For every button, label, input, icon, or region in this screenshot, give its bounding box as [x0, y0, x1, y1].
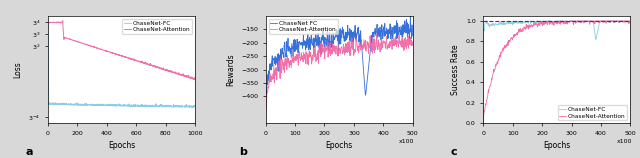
ChaseNet FC	[405, 28, 413, 30]
ChaseNet-Attention	[623, 21, 630, 23]
ChaseNet-FC	[161, 106, 169, 108]
ChaseNet-FC	[627, 22, 634, 24]
ChaseNet-Attention	[145, 64, 153, 66]
Text: b: b	[239, 147, 247, 158]
ChaseNet-Attention	[104, 50, 111, 52]
ChaseNet-FC	[559, 20, 567, 22]
ChaseNet-Attention	[550, 22, 557, 24]
ChaseNet-FC	[600, 20, 608, 22]
ChaseNet-FC	[44, 22, 52, 24]
ChaseNet-Attention	[332, 45, 339, 47]
ChaseNet-Attention	[559, 22, 567, 24]
ChaseNet FC	[382, 31, 390, 33]
Text: x100: x100	[399, 139, 414, 144]
ChaseNet-FC	[159, 104, 166, 106]
X-axis label: Epochs: Epochs	[543, 141, 570, 150]
ChaseNet-Attention	[332, 52, 340, 54]
ChaseNet FC	[332, 28, 340, 30]
ChaseNet-FC	[567, 20, 575, 22]
Line: ChaseNet-FC: ChaseNet-FC	[483, 21, 630, 123]
ChaseNet-Attention	[349, 41, 357, 43]
ChaseNet-Attention	[44, 22, 52, 24]
ChaseNet FC	[408, 35, 416, 37]
ChaseNet-Attention	[191, 78, 199, 79]
Legend: ChaseNet FC, ChaseNet-Attention: ChaseNet FC, ChaseNet-Attention	[269, 19, 339, 33]
ChaseNet-Attention	[567, 20, 575, 22]
ChaseNet-Attention	[537, 20, 545, 22]
ChaseNet-Attention	[600, 20, 608, 22]
ChaseNet-Attention	[550, 21, 558, 23]
ChaseNet-FC	[550, 21, 557, 22]
Text: x100: x100	[616, 139, 632, 144]
Line: ChaseNet FC: ChaseNet FC	[266, 16, 412, 114]
Y-axis label: Loss: Loss	[13, 61, 22, 78]
Text: c: c	[451, 147, 458, 158]
Y-axis label: Rewards: Rewards	[227, 53, 236, 86]
ChaseNet-FC	[191, 105, 199, 107]
ChaseNet FC	[262, 113, 269, 115]
Line: ChaseNet-FC: ChaseNet-FC	[48, 23, 195, 107]
Legend: ChaseNet-FC, ChaseNet-Attention: ChaseNet-FC, ChaseNet-Attention	[557, 106, 627, 120]
ChaseNet-FC	[145, 105, 153, 107]
ChaseNet-Attention	[159, 68, 166, 70]
ChaseNet-Attention	[373, 33, 381, 35]
ChaseNet FC	[332, 36, 339, 38]
ChaseNet-FC	[482, 20, 490, 22]
ChaseNet-Attention	[408, 44, 416, 46]
ChaseNet-Attention	[109, 52, 116, 54]
ChaseNet-Attention	[190, 79, 198, 80]
Line: ChaseNet-Attention: ChaseNet-Attention	[483, 21, 630, 123]
ChaseNet-Attention	[341, 46, 349, 48]
Y-axis label: Success Rate: Success Rate	[451, 44, 460, 95]
ChaseNet FC	[349, 34, 357, 36]
ChaseNet-FC	[104, 104, 111, 106]
ChaseNet-Attention	[60, 29, 67, 31]
ChaseNet-FC	[479, 122, 487, 124]
ChaseNet-FC	[109, 104, 116, 106]
Legend: ChaseNet-FC, ChaseNet-Attention: ChaseNet-FC, ChaseNet-Attention	[122, 19, 192, 33]
ChaseNet-Attention	[161, 69, 169, 71]
ChaseNet-FC	[550, 21, 558, 22]
ChaseNet FC	[341, 40, 349, 42]
Line: ChaseNet-Attention: ChaseNet-Attention	[266, 34, 412, 123]
Text: a: a	[26, 147, 33, 158]
Line: ChaseNet-Attention: ChaseNet-Attention	[48, 21, 195, 79]
X-axis label: Epochs: Epochs	[326, 141, 353, 150]
ChaseNet FC	[406, 15, 414, 17]
ChaseNet-Attention	[262, 122, 269, 124]
ChaseNet-Attention	[59, 20, 67, 22]
ChaseNet-Attention	[627, 20, 634, 22]
ChaseNet-FC	[189, 106, 196, 108]
ChaseNet-Attention	[405, 44, 413, 46]
ChaseNet-FC	[623, 20, 630, 22]
ChaseNet-Attention	[479, 122, 487, 124]
ChaseNet-FC	[59, 104, 67, 106]
ChaseNet-Attention	[383, 41, 390, 43]
X-axis label: Epochs: Epochs	[108, 141, 135, 150]
